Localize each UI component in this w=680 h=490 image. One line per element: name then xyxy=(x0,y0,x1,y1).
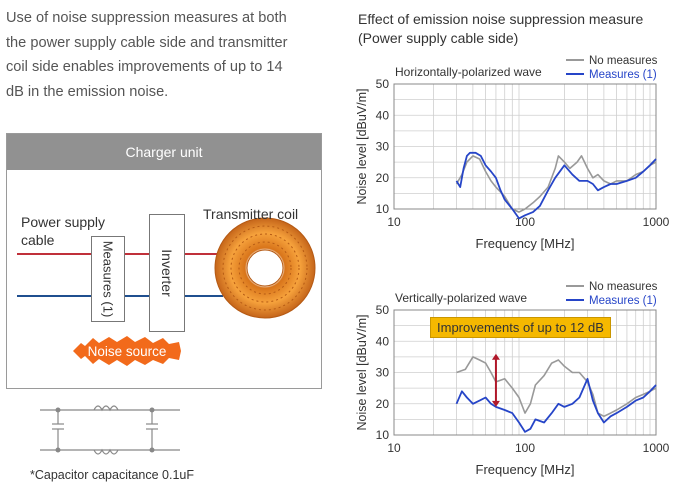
y-tick-label: 50 xyxy=(376,77,390,91)
series-line-no-measures xyxy=(455,155,657,213)
legend-label: No measures xyxy=(589,281,658,293)
improvement-arrow-head-down xyxy=(491,400,500,407)
x-tick-label: 100 xyxy=(515,441,535,455)
charts-title-line: (Power supply cable side) xyxy=(358,30,519,46)
y-tick-label: 40 xyxy=(376,108,390,122)
x-tick-label: 10 xyxy=(387,215,401,229)
wiring-drawing xyxy=(17,217,316,319)
x-axis-label: Frequency [MHz] xyxy=(476,462,575,477)
noise-source-badge: Noise source xyxy=(67,334,187,368)
charts-title-line: Effect of emission noise suppression mea… xyxy=(358,11,644,27)
x-tick-label: 1000 xyxy=(643,441,670,455)
intro-line: dB in the emission noise. xyxy=(6,83,169,100)
noise-burst-icon xyxy=(73,336,181,366)
x-tick-label: 1000 xyxy=(643,215,670,229)
intro-line: coil side enables improvements of up to … xyxy=(6,59,283,75)
legend-label: Measures (1) xyxy=(589,69,657,81)
x-axis-label: Frequency [MHz] xyxy=(476,236,575,251)
y-tick-label: 20 xyxy=(376,171,390,185)
charger-unit-diagram: Charger unit Power supply cable Transmit… xyxy=(6,133,322,389)
y-tick-label: 10 xyxy=(376,202,390,216)
improvement-callout: Improvements of up to 12 dB xyxy=(430,317,611,338)
transmitter-coil-icon xyxy=(214,217,316,319)
legend-label: Measures (1) xyxy=(589,295,657,307)
intro-line: Use of noise suppression measures at bot… xyxy=(6,10,287,26)
y-tick-label: 40 xyxy=(376,334,390,348)
filter-schematic xyxy=(40,405,180,455)
transmitter-coil-label: Transmitter coil xyxy=(203,206,299,222)
y-tick-label: 30 xyxy=(376,140,390,154)
y-tick-label: 30 xyxy=(376,366,390,380)
noise-source-label: Noise source xyxy=(87,343,167,359)
cable-label: cable xyxy=(21,232,55,248)
power-supply-label: Power supply xyxy=(21,214,106,230)
x-tick-label: 10 xyxy=(387,441,401,455)
improvement-arrow-head-up xyxy=(491,353,500,360)
chart-2: 10 20 30 40 50 10 100 1000 Frequency [MHz] Noise … xyxy=(355,281,670,477)
y-tick-label: 50 xyxy=(376,303,390,317)
charts-title: Effect of emission noise suppression mea… xyxy=(358,10,643,48)
charger-unit-header: Charger unit xyxy=(7,134,321,170)
legend-label: No measures xyxy=(589,55,658,67)
y-axis-label: Noise level [dBuV/m] xyxy=(355,88,369,204)
series-line-measures xyxy=(455,151,657,220)
series-line-no-measures xyxy=(456,356,657,418)
y-axis-label: Noise level [dBuV/m] xyxy=(355,314,369,430)
plot-frame xyxy=(393,309,657,436)
intro-line: the power supply cable side and transmit… xyxy=(6,34,288,51)
intro-text: Use of noise suppression measures at bot… xyxy=(6,6,324,104)
y-tick-label: 20 xyxy=(376,397,390,411)
chart-subtitle: Vertically-polarized wave xyxy=(395,291,527,305)
chart-subtitle: Horizontally-polarized wave xyxy=(395,65,542,79)
inverter-box: Inverter xyxy=(149,214,185,332)
y-tick-label: 10 xyxy=(376,428,390,442)
series-line-measures xyxy=(455,377,657,433)
capacitor-footnote: *Capacitor capacitance 0.1uF xyxy=(30,468,194,482)
measures-box: Measures (1) xyxy=(91,236,125,322)
